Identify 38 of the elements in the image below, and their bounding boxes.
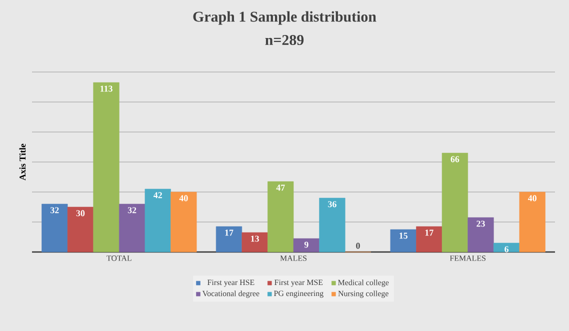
data-label: 113 bbox=[100, 86, 112, 92]
data-label: 47 bbox=[276, 184, 285, 191]
chart-subtitle: n=289 bbox=[265, 34, 304, 46]
data-label: 32 bbox=[50, 207, 59, 214]
data-label: 40 bbox=[528, 195, 536, 202]
bar bbox=[93, 82, 120, 252]
data-label: 17 bbox=[225, 230, 234, 236]
data-label: 42 bbox=[154, 192, 162, 198]
bar bbox=[42, 204, 68, 252]
bar bbox=[119, 204, 146, 252]
data-label: 0 bbox=[356, 242, 360, 249]
chart-title: Graph 1 Sample distribution bbox=[193, 11, 376, 25]
bar bbox=[442, 152, 468, 252]
bar bbox=[144, 188, 171, 252]
bar bbox=[67, 206, 94, 252]
data-label: 30 bbox=[76, 210, 85, 216]
data-label: 36 bbox=[328, 201, 336, 208]
bar bbox=[319, 198, 346, 252]
data-label: 23 bbox=[476, 220, 485, 227]
bar bbox=[268, 181, 294, 252]
data-label: 32 bbox=[128, 207, 136, 214]
bar bbox=[293, 238, 320, 252]
bar bbox=[170, 192, 197, 252]
bar bbox=[493, 242, 520, 252]
y-axis-title: Axis Title bbox=[19, 144, 26, 180]
data-label: 66 bbox=[450, 156, 460, 162]
bar bbox=[216, 226, 242, 252]
data-label: 13 bbox=[251, 236, 259, 242]
bar bbox=[468, 217, 494, 252]
data-label: 40 bbox=[179, 195, 188, 202]
data-label: 17 bbox=[425, 230, 434, 236]
bar bbox=[242, 232, 268, 252]
bar bbox=[416, 226, 442, 252]
bar bbox=[390, 229, 416, 252]
data-label: 9 bbox=[304, 242, 308, 248]
data-label: 15 bbox=[400, 232, 408, 239]
bar bbox=[519, 192, 546, 252]
data-label: 6 bbox=[504, 246, 509, 252]
